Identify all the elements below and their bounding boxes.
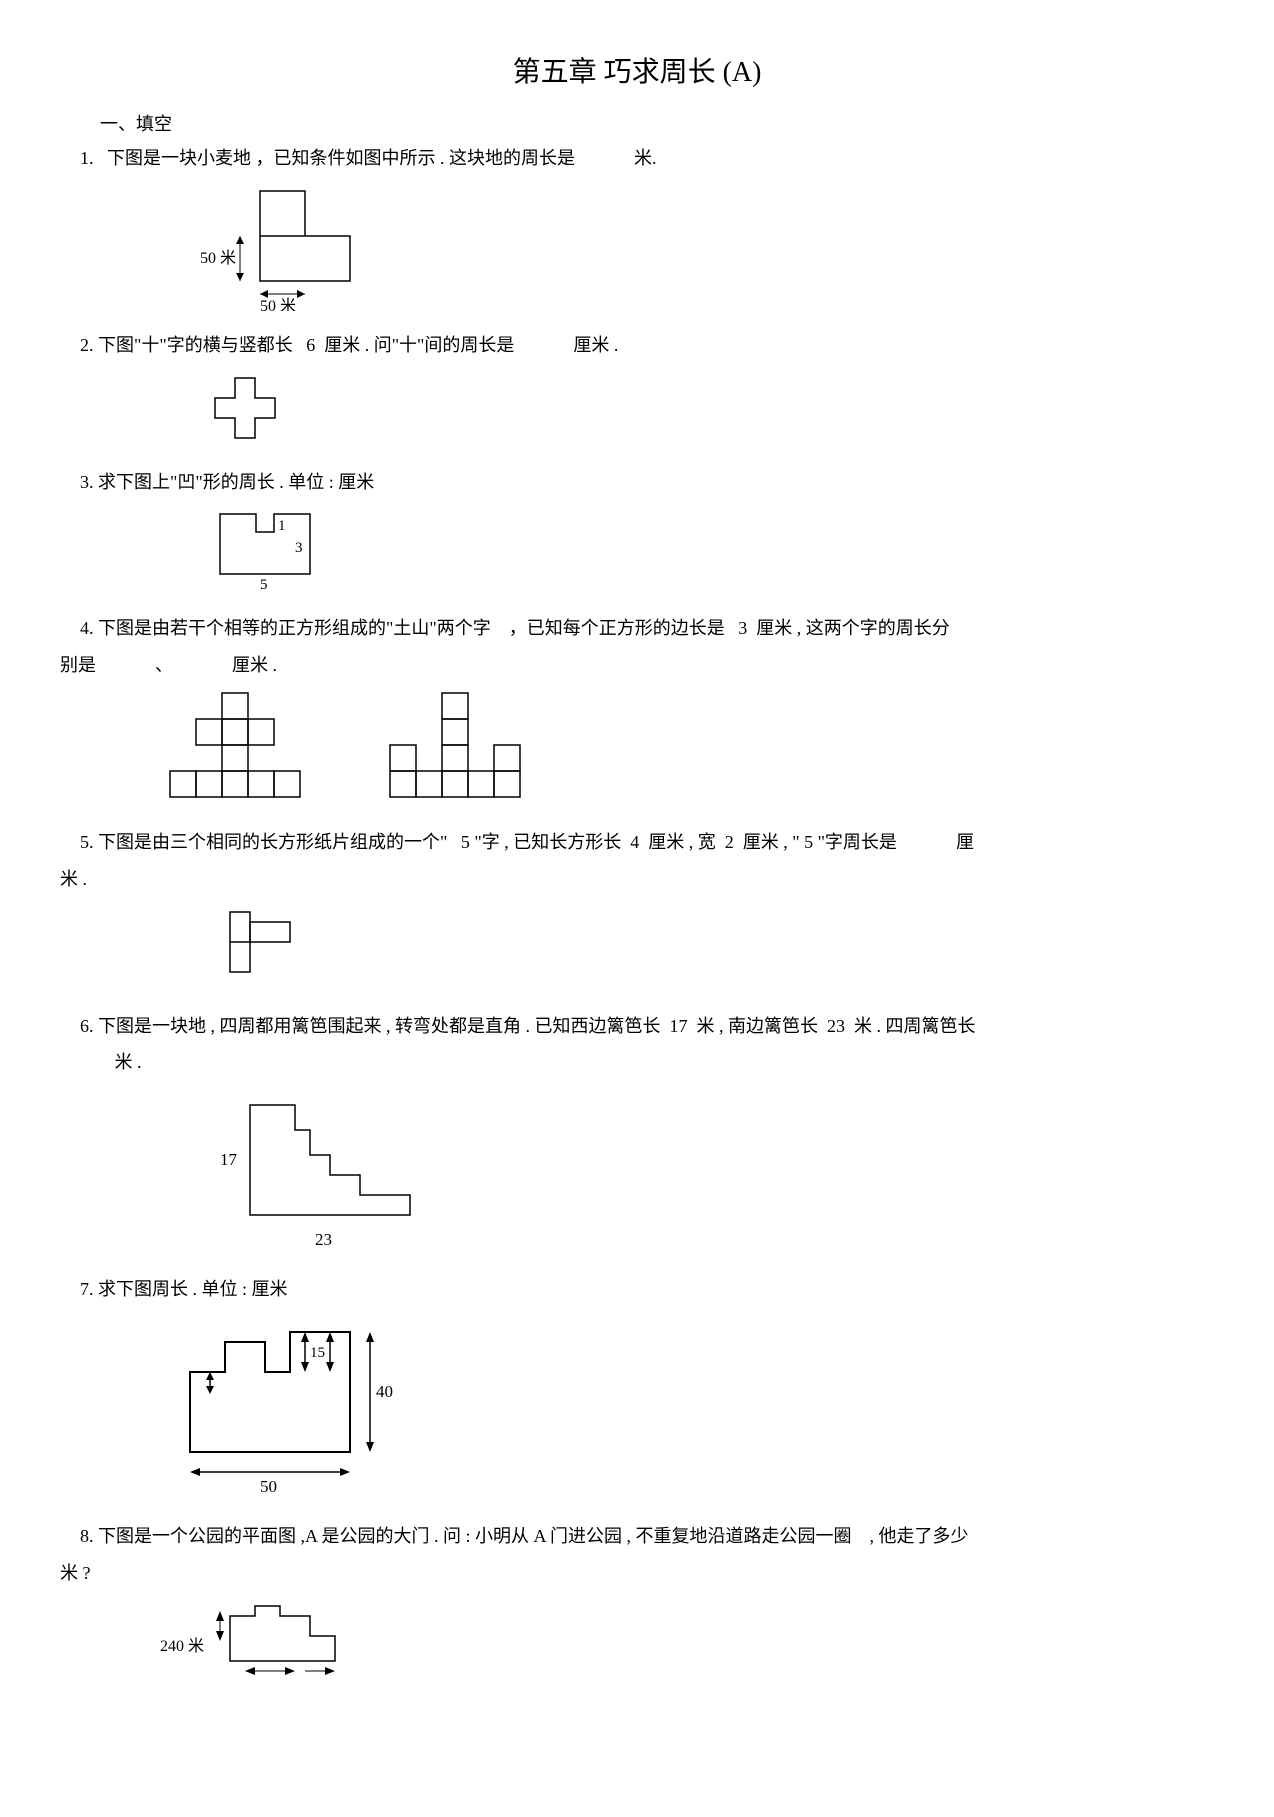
q4-unit: 厘米 . <box>232 655 277 675</box>
question-2: 2. 下图"十"字的横与竖都长 6 厘米 . 问"十"间的周长是 厘米 . <box>80 331 1214 360</box>
q4-figure <box>160 688 1214 808</box>
q6-value-a: 17 <box>670 1016 688 1036</box>
q3-label: 3. <box>80 472 94 492</box>
q3-label-1: 1 <box>278 518 286 534</box>
q6-value-b: 23 <box>827 1016 845 1036</box>
q4-value: 3 <box>738 618 747 638</box>
q7-text: 求下图周长 . 单位 : 厘米 <box>98 1279 288 1299</box>
q3-label-5: 5 <box>260 577 268 593</box>
q3-label-3: 3 <box>295 540 303 556</box>
q2-unit: 厘米 . <box>573 335 618 355</box>
q7-label-40: 40 <box>376 1382 393 1401</box>
q5-value-b: 4 <box>630 832 639 852</box>
question-6-cont: 米 . <box>60 1048 1214 1077</box>
question-8: 8. 下图是一个公园的平面图 ,A 是公园的大门 . 问 : 小明从 A 门进公… <box>80 1522 1214 1551</box>
q5-text-d: 厘米 , " <box>743 832 800 852</box>
q5-text-a: 下图是由三个相同的长方形纸片组成的一个" <box>98 832 447 852</box>
q8-label-240: 240 米 <box>160 1637 204 1655</box>
q2-label: 2. <box>80 335 94 355</box>
q5-value-d: 5 <box>804 832 813 852</box>
question-1: 1. 下图是一块小麦地 ，已知条件如图中所示 . 这块地的周长是 米. <box>80 144 1214 173</box>
q3-figure: 1 3 5 <box>200 504 1214 594</box>
q8-figure: 240 米 <box>160 1596 1214 1686</box>
q6-label-s: 23 <box>315 1230 332 1249</box>
question-6: 6. 下图是一块地 , 四周都用篱笆围起来 , 转弯处都是直角 . 已知西边篱笆… <box>80 1012 1214 1041</box>
q5-text-b: "字 , 已知长方形长 <box>474 832 621 852</box>
q2-figure <box>200 368 1214 448</box>
q4-text-a: 下图是由若干个相等的正方形组成的"土山"两个字 <box>98 618 491 638</box>
section-header: 一、填空 <box>100 110 1214 136</box>
page-title: 第五章 巧求周长 (A) <box>60 50 1214 90</box>
q7-figure: 15 40 50 <box>160 1312 1214 1502</box>
q6-figure: 17 23 <box>200 1085 1214 1255</box>
q8-text-b: , 他走了多少 <box>870 1526 969 1546</box>
q6-text-b: 米 , 南边篱笆长 <box>697 1016 819 1036</box>
q8-label: 8. <box>80 1526 94 1546</box>
q5-value-c: 2 <box>725 832 734 852</box>
q5-cont: 米 . <box>60 869 87 889</box>
question-3: 3. 求下图上"凹"形的周长 . 单位 : 厘米 <box>80 468 1214 497</box>
q6-label: 6. <box>80 1016 94 1036</box>
q1-dim-v: 50 米 <box>200 249 236 267</box>
q5-figure <box>200 902 1214 992</box>
q3-text: 求下图上"凹"形的周长 . 单位 : 厘米 <box>98 472 374 492</box>
q1-label: 1. <box>80 148 94 168</box>
q7-label: 7. <box>80 1279 94 1299</box>
q1-text: 下图是一块小麦地 ，已知条件如图中所示 . 这块地的周长是 <box>107 148 575 168</box>
q5-text-c: 厘米 , 宽 <box>648 832 716 852</box>
q1-figure: 50 米 50 米 <box>200 181 1214 311</box>
q7-label-50: 50 <box>260 1477 277 1496</box>
q6-text-c: 米 . 四周篱笆长 <box>854 1016 976 1036</box>
question-8-cont: 米 ? <box>60 1559 1214 1588</box>
q6-cont: 米 . <box>115 1052 142 1072</box>
q5-value-a: 5 <box>461 832 470 852</box>
question-4-cont: 别是 、 厘米 . <box>60 651 1214 680</box>
q5-label: 5. <box>80 832 94 852</box>
q4-cont: 别是 <box>60 655 96 675</box>
q4-text-c: 厘米 , 这两个字的周长分 <box>756 618 950 638</box>
q6-label-w: 17 <box>220 1150 238 1169</box>
q2-text-b: 厘米 . 问"十"间的周长是 <box>324 335 514 355</box>
q1-unit: 米. <box>634 148 657 168</box>
q7-label-15: 15 <box>310 1345 325 1361</box>
question-5: 5. 下图是由三个相同的长方形纸片组成的一个" 5 "字 , 已知长方形长 4 … <box>80 828 1214 857</box>
question-7: 7. 求下图周长 . 单位 : 厘米 <box>80 1275 1214 1304</box>
q5-text-e: "字周长是 <box>818 832 897 852</box>
q1-dim-h: 50 米 <box>260 297 296 311</box>
q5-unit: 厘 <box>956 832 974 852</box>
question-5-cont: 米 . <box>60 865 1214 894</box>
q2-value: 6 <box>306 335 315 355</box>
q4-label: 4. <box>80 618 94 638</box>
q8-cont: 米 ? <box>60 1563 91 1583</box>
q2-text-a: 下图"十"字的横与竖都长 <box>98 335 293 355</box>
q6-text-a: 下图是一块地 , 四周都用篱笆围起来 , 转弯处都是直角 . 已知西边篱笆长 <box>98 1016 661 1036</box>
q8-text-a: 下图是一个公园的平面图 ,A 是公园的大门 . 问 : 小明从 A 门进公园 ,… <box>98 1526 852 1546</box>
q4-sep: 、 <box>155 655 178 675</box>
question-4: 4. 下图是由若干个相等的正方形组成的"土山"两个字 ，已知每个正方形的边长是 … <box>80 614 1214 643</box>
q4-text-b: ，已知每个正方形的边长是 <box>509 618 725 638</box>
